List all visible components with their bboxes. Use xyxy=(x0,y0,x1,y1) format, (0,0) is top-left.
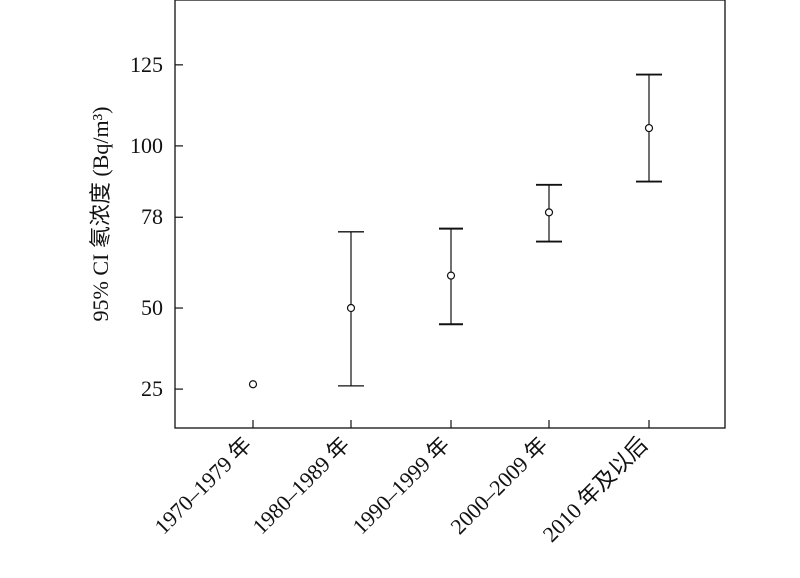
error-bars xyxy=(338,73,662,387)
data-point xyxy=(248,380,258,389)
x-tick-label: 1970–1979 年 xyxy=(149,432,256,539)
y-axis-title: 95% CI 氡浓度 (Bq/m³) xyxy=(88,107,113,322)
data-point xyxy=(446,271,456,280)
data-points xyxy=(248,123,654,389)
y-tick-label: 50 xyxy=(141,295,163,320)
plot-frame xyxy=(174,0,726,429)
x-tick-label: 2010 年及以后 xyxy=(538,432,653,547)
x-tick-label: 2000–2009 年 xyxy=(445,432,552,539)
y-tick-label: 25 xyxy=(141,376,163,401)
x-tick-label: 1980–1989 年 xyxy=(247,432,354,539)
y-axis: 25 50 78 100 125 xyxy=(130,52,183,401)
data-point xyxy=(544,208,554,217)
y-tick-label: 100 xyxy=(130,133,163,158)
x-tick-label: 1990–1999 年 xyxy=(347,432,454,539)
y-tick-label: 78 xyxy=(141,204,163,229)
data-point xyxy=(644,123,654,133)
data-point xyxy=(346,303,356,313)
y-tick-label: 125 xyxy=(130,52,163,77)
